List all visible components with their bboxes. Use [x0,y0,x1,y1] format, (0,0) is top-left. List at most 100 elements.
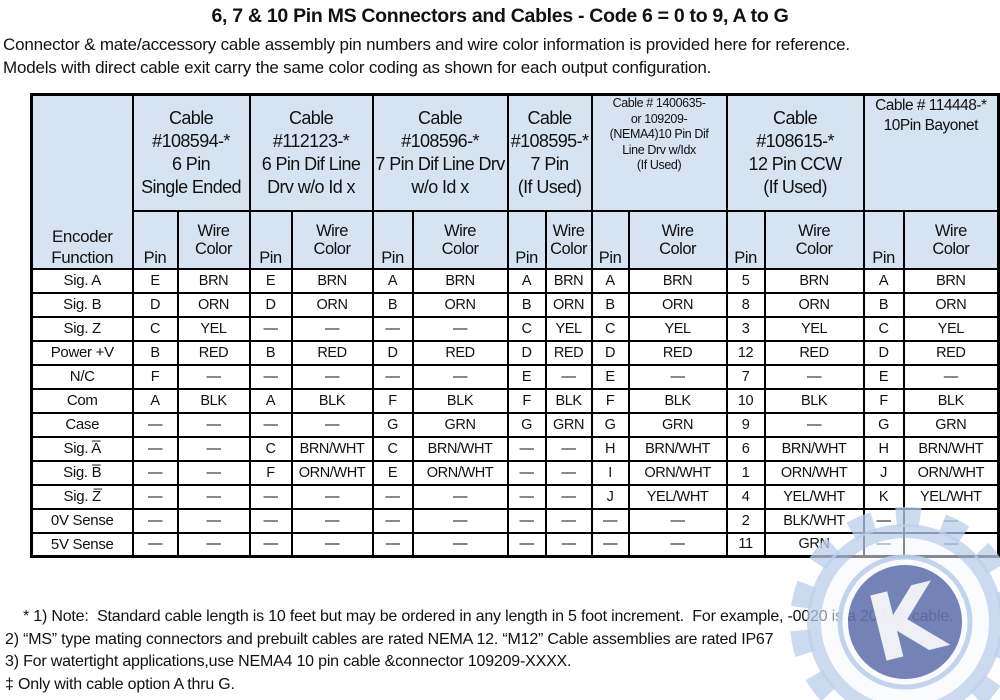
wire-cell: BRN [411,267,509,294]
pin-cell: 6 [725,435,766,462]
pin-cell: C [862,315,905,342]
pin-cell: — [862,531,905,558]
pin-cell: 4 [725,483,766,510]
table-row: Sig. A̅ — — C BRN/WHT C BRN/WHT — — H BR… [30,435,1000,462]
footnotes: * 1) Note: Standard cable length is 10 f… [5,606,954,696]
footnote-3: 3) For watertight applications,use NEMA4… [5,653,572,670]
pin-column-header: Pin [371,209,414,270]
wire-cell: — [763,363,865,390]
wire-cell: — [627,531,728,558]
pin-cell: — [248,483,293,510]
table-row: Case — — — — G GRN G GRN G GRN 9 — G GRN [30,411,1000,438]
pin-cell: B [862,291,905,318]
pin-cell: — [248,411,293,438]
wire-cell: BRN [627,267,728,294]
page-title: 6, 7 & 10 Pin MS Connectors and Cables -… [211,5,789,27]
wire-cell: ORN/WHT [411,459,509,486]
pin-cell: — [248,315,293,342]
function-cell: Case [30,411,134,438]
wire-cell: BRN [902,267,1000,294]
pin-cell: C [371,435,414,462]
wire-cell: BRN/WHT [290,435,374,462]
wire-cell: YEL [176,315,251,342]
cable-108595-header: Cable #108595-* 7 Pin (If Used) [506,93,593,212]
pin-cell: D [590,339,630,366]
pin-cell: — [371,531,414,558]
pin-cell: — [248,531,293,558]
wire-cell: ORN [411,291,509,318]
wire-cell: RED [627,339,728,366]
table-row: Sig. Z̅ — — — — — — — — J YEL/WHT 4 YEL/… [30,483,1000,510]
wire-cell: BLK [763,387,865,414]
wire-cell: BLK [902,387,1000,414]
pin-cell: — [131,507,179,534]
wire-cell: — [544,435,593,462]
function-cell: Sig. B̅ [30,459,134,486]
wire-cell: — [290,411,374,438]
pin-cell: — [862,507,905,534]
pin-cell: 3 [725,315,766,342]
footnote-1: * 1) Note: Standard cable length is 10 f… [23,608,954,625]
wire-cell: ORN/WHT [763,459,865,486]
pin-cell: F [131,363,179,390]
function-cell: Sig. Z [30,315,134,342]
cable-114448-header: Cable # 114448-* 10Pin Bayonet [862,93,1000,212]
wire-cell: BRN [763,267,865,294]
wire-cell: BRN [544,267,593,294]
footnote-2: 2) “MS” type mating connectors and prebu… [5,630,774,648]
table-row: Sig. B̅ — — F ORN/WHT E ORN/WHT — — I OR… [30,459,1000,486]
pin-cell: 11 [725,531,766,558]
wire-cell: BRN/WHT [627,435,728,462]
function-cell: 0V Sense [30,507,134,534]
wire-cell: RED [544,339,593,366]
pin-cell: — [506,435,547,462]
pin-cell: — [371,315,414,342]
pin-column-header: Pin [862,209,905,270]
pin-cell: — [248,507,293,534]
wire-cell: — [902,363,1000,390]
wire-cell: — [290,507,374,534]
wire-cell: ORN [544,291,593,318]
pin-cell: A [590,267,630,294]
wire-cell: — [290,531,374,558]
pin-cell: B [590,291,630,318]
wire-cell: ORN/WHT [627,459,728,486]
wire-cell: YEL/WHT [627,483,728,510]
pin-cell: — [131,459,179,486]
pin-cell: G [371,411,414,438]
wire-cell: YEL [763,315,865,342]
wire-cell: YEL [544,315,593,342]
pin-column-header: Pin [506,209,547,270]
pin-cell: D [862,339,905,366]
wire-cell: — [176,459,251,486]
wire-cell: GRN [627,411,728,438]
pin-cell: F [371,387,414,414]
pin-cell: 10 [725,387,766,414]
pin-column-header: Pin [248,209,293,270]
wire-color-column-header: Wire Color [176,209,251,270]
wire-cell: ORN [627,291,728,318]
pin-cell: D [248,291,293,318]
pin-cell: F [506,387,547,414]
pin-cell: G [506,411,547,438]
pin-cell: C [248,435,293,462]
wire-cell: — [411,531,509,558]
wire-cell: — [176,411,251,438]
table-row: 5V Sense — — — — — — — — — — 11 GRN — — [30,531,1000,558]
pin-cell: G [590,411,630,438]
wire-cell: — [544,483,593,510]
wire-cell: — [763,411,865,438]
pin-cell: A [371,267,414,294]
cable-nema4-header: Cable # 1400635- or 109209- (NEMA4)10 Pi… [590,93,728,212]
pin-cell: C [506,315,547,342]
pin-cell: E [248,267,293,294]
pin-cell: 1 [725,459,766,486]
pin-cell: J [862,459,905,486]
pin-cell: A [248,387,293,414]
wire-cell: GRN [411,411,509,438]
pin-cell: C [131,315,179,342]
cable-108594-header: Cable #108594-* 6 Pin Single Ended [131,93,251,212]
wire-color-column-header: Wire Color [544,209,593,270]
wire-color-column-header: Wire Color [290,209,374,270]
pin-cell: B [506,291,547,318]
